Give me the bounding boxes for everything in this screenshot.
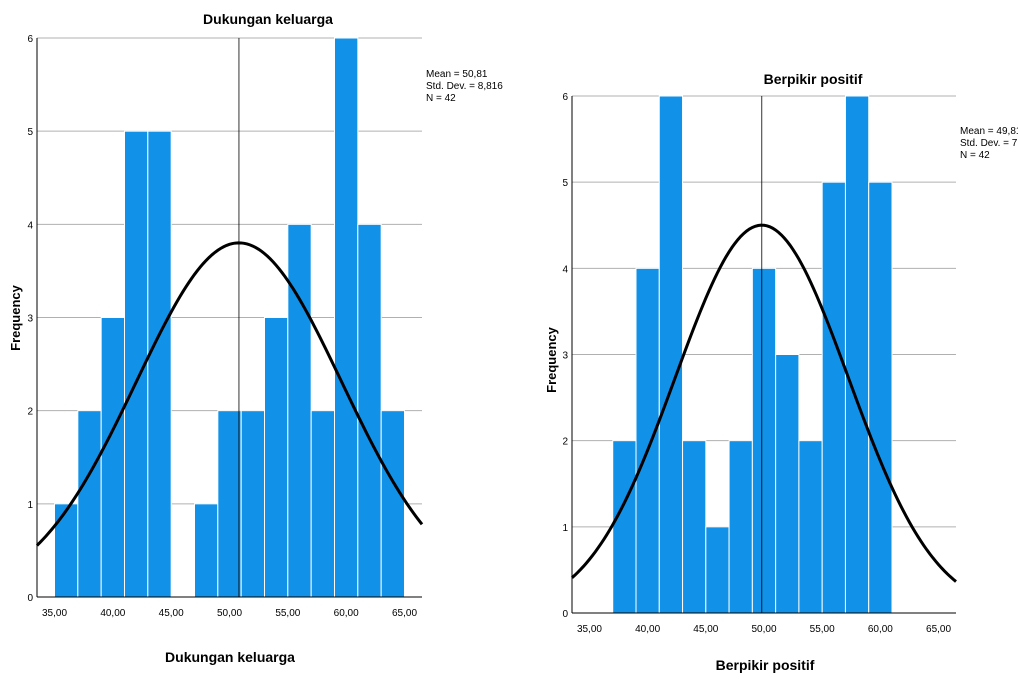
histogram-bar bbox=[798, 440, 823, 614]
y-tick-label: 6 bbox=[562, 92, 568, 103]
chart-title: Dukungan keluarga bbox=[203, 11, 333, 27]
x-tick-label: 35,00 bbox=[577, 624, 602, 635]
y-tick-label: 3 bbox=[27, 314, 33, 325]
x-tick-label: 40,00 bbox=[100, 608, 125, 619]
histogram-bar bbox=[194, 503, 219, 598]
histogram-bar bbox=[728, 440, 753, 614]
x-tick-label: 45,00 bbox=[159, 608, 184, 619]
x-tick-label: 35,00 bbox=[42, 608, 67, 619]
chart-title: Berpikir positif bbox=[764, 71, 863, 87]
x-tick-label: 60,00 bbox=[868, 624, 893, 635]
x-tick-label: 50,00 bbox=[751, 624, 776, 635]
y-tick-label: 0 bbox=[562, 609, 568, 620]
stats-line: Std. Dev. = 7,445 bbox=[960, 138, 1018, 149]
x-tick-label: 65,00 bbox=[392, 608, 417, 619]
histogram-bar bbox=[705, 526, 730, 614]
y-tick-label: 3 bbox=[562, 351, 568, 362]
histogram-bar bbox=[240, 410, 266, 598]
y-tick-label: 5 bbox=[562, 178, 568, 189]
stats-line: Mean = 50,81 bbox=[426, 69, 488, 80]
histogram-bar bbox=[751, 267, 777, 614]
x-tick-label: 40,00 bbox=[635, 624, 660, 635]
histogram-bar bbox=[54, 503, 79, 598]
histogram-bar bbox=[77, 410, 102, 598]
histogram-bar bbox=[264, 317, 289, 598]
x-tick-label: 50,00 bbox=[217, 608, 242, 619]
histogram-bar bbox=[682, 440, 707, 614]
x-axis-label: Berpikir positif bbox=[716, 657, 815, 673]
histogram-bar bbox=[100, 317, 125, 598]
chart-berpikir-positif: 0 1 2 3 4 5 6 35,00 40,00 45,00 50,00 55,00 60,00 65,… bbox=[544, 71, 1018, 673]
histogram-bar bbox=[310, 410, 335, 598]
y-tick-label: 5 bbox=[27, 127, 33, 138]
histogram-bar bbox=[334, 37, 359, 598]
histogram-bar bbox=[658, 95, 684, 614]
x-axis-label: Dukungan keluarga bbox=[165, 649, 295, 665]
histogram-bar bbox=[612, 440, 637, 614]
stats-line: Mean = 49,81 bbox=[960, 126, 1018, 137]
histogram-bar bbox=[357, 223, 382, 598]
x-tick-label: 55,00 bbox=[810, 624, 835, 635]
x-tick-label: 60,00 bbox=[334, 608, 359, 619]
x-tick-label: 45,00 bbox=[693, 624, 718, 635]
y-tick-label: 4 bbox=[562, 264, 568, 275]
y-axis-label: Frequency bbox=[8, 284, 23, 351]
x-tick-label: 55,00 bbox=[275, 608, 300, 619]
chart-dukungan-keluarga: 0 1 2 3 4 5 6 35,00 40,00 45,00 50,00 55,00 60,00 65,… bbox=[8, 11, 503, 665]
histogram-bar bbox=[821, 181, 846, 614]
histogram-bar bbox=[775, 354, 800, 614]
histogram-bar bbox=[287, 223, 312, 598]
stats-line: N = 42 bbox=[960, 150, 990, 161]
y-tick-label: 2 bbox=[27, 407, 33, 418]
histogram-bar bbox=[147, 130, 172, 598]
normal-curve bbox=[35, 241, 424, 547]
y-tick-label: 2 bbox=[562, 437, 568, 448]
histogram-bar bbox=[868, 181, 893, 614]
normal-curve bbox=[570, 223, 957, 583]
y-axis-label: Frequency bbox=[544, 326, 559, 393]
y-tick-label: 4 bbox=[27, 220, 33, 231]
y-tick-label: 0 bbox=[27, 593, 33, 604]
histogram-bar bbox=[844, 95, 870, 614]
x-tick-label: 65,00 bbox=[926, 624, 951, 635]
y-tick-label: 1 bbox=[562, 523, 568, 534]
histogram-bar bbox=[380, 410, 405, 598]
stats-line: N = 42 bbox=[426, 93, 456, 104]
y-tick-label: 6 bbox=[27, 34, 33, 45]
y-tick-label: 1 bbox=[27, 500, 33, 511]
histogram-bar bbox=[217, 410, 242, 598]
stats-line: Std. Dev. = 8,816 bbox=[426, 81, 503, 92]
histogram-bar bbox=[635, 267, 660, 614]
